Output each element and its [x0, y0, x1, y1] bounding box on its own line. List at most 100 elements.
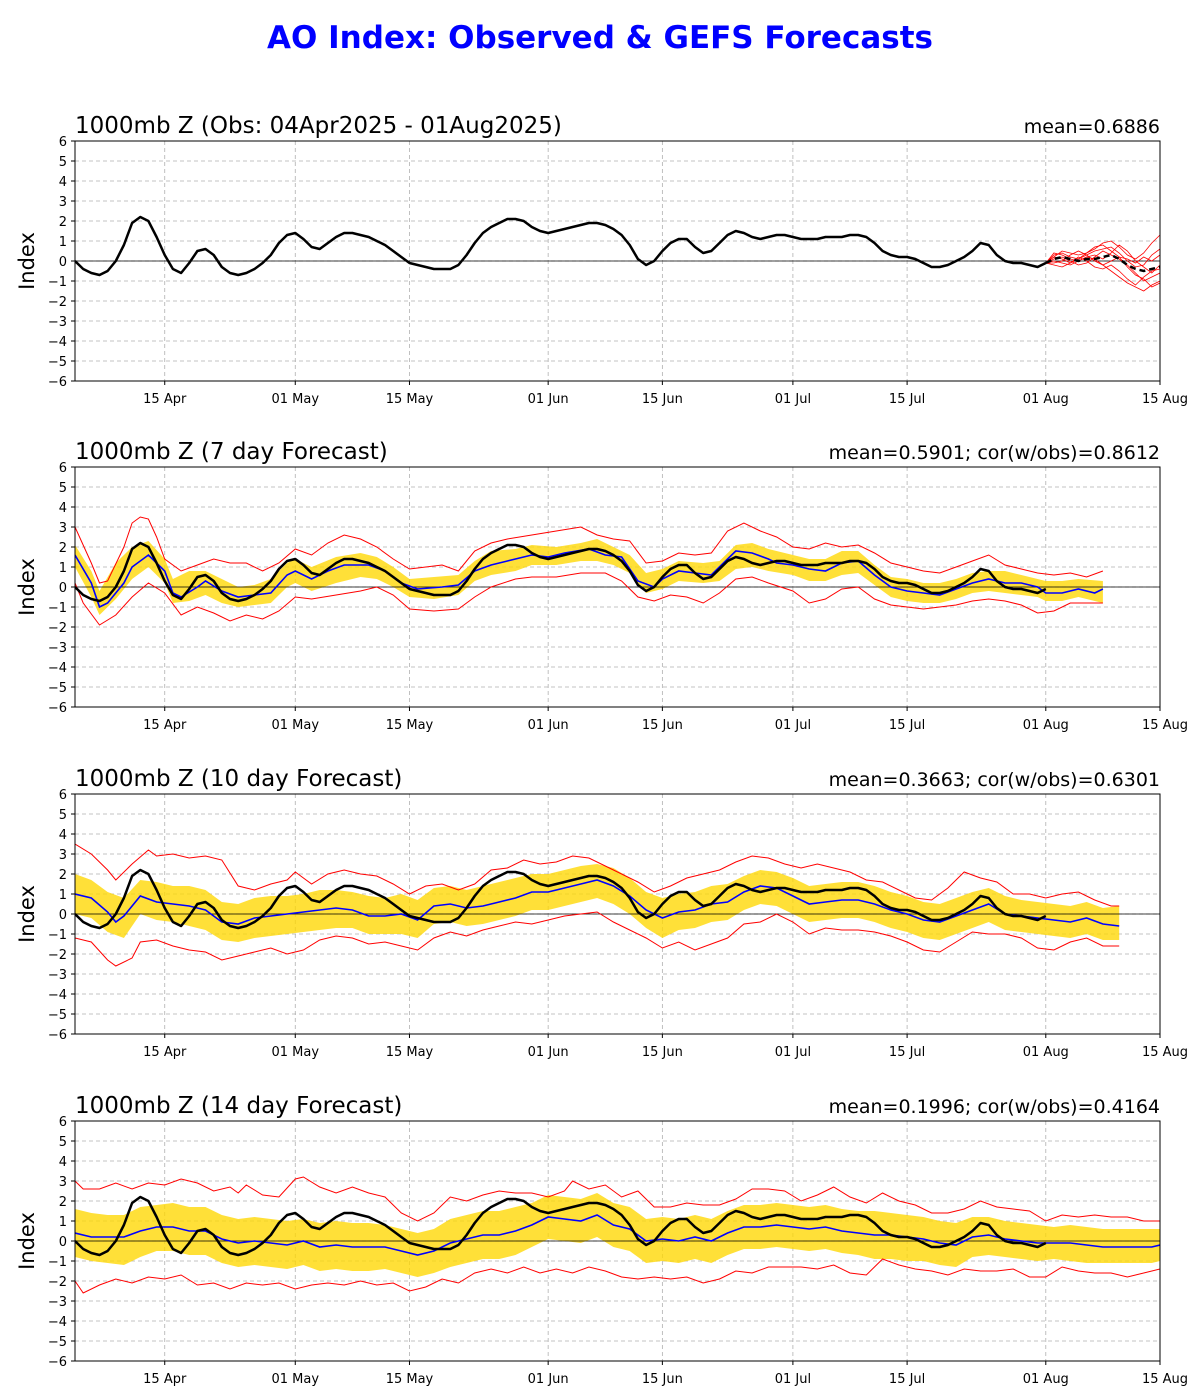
y-tick-label: 5 — [59, 155, 67, 170]
x-tick-label: 15 May — [386, 718, 434, 733]
x-tick-label: 01 Aug — [1023, 1045, 1069, 1060]
y-tick-label: −1 — [48, 928, 67, 943]
y-tick-label: 2 — [59, 541, 67, 556]
ensemble-member-line — [1045, 244, 1160, 274]
y-tick-label: 6 — [59, 788, 67, 803]
x-tick-label: 15 Jun — [642, 1372, 683, 1387]
y-tick-label: −2 — [48, 948, 67, 963]
y-tick-label: 5 — [59, 808, 67, 823]
y-tick-label: −1 — [48, 1255, 67, 1270]
plot-frame — [74, 1120, 1161, 1362]
y-tick-label: 5 — [59, 1135, 67, 1150]
min-line — [75, 911, 1120, 967]
page-title: AO Index: Observed & GEFS Forecasts — [267, 20, 933, 56]
panel-title: 1000mb Z (14 day Forecast) — [75, 1093, 402, 1119]
y-axis-label: Index — [15, 232, 39, 290]
y-axis-label: Index — [15, 885, 39, 943]
x-tick-label: 15 Jun — [642, 718, 683, 733]
y-tick-label: −1 — [48, 275, 67, 290]
observed-line — [75, 215, 1047, 277]
plot-area — [75, 1176, 1160, 1294]
y-tick-label: −5 — [48, 1008, 67, 1023]
x-tick-label: 01 Jun — [528, 1372, 569, 1387]
y-tick-label: 1 — [59, 1215, 67, 1230]
x-tick-label: 01 Jul — [775, 1045, 811, 1060]
y-tick-label: −3 — [48, 641, 67, 656]
x-tick-label: 01 May — [271, 1045, 319, 1060]
x-tick-label: 15 Jun — [642, 392, 683, 407]
y-tick-label: 0 — [59, 1235, 67, 1250]
ensemble-member-line — [1045, 250, 1160, 288]
min-line — [75, 572, 1103, 626]
x-tick-label: 15 Jun — [642, 1045, 683, 1060]
panel-fc7: 1000mb Z (7 day Forecast) mean=0.5901; co… — [15, 439, 1188, 733]
y-tick-label: 6 — [59, 135, 67, 150]
forecast-mean-line — [75, 548, 1104, 609]
ensemble-member-line — [1045, 244, 1160, 264]
x-tick-label: 15 May — [386, 1045, 434, 1060]
panel-stats: mean=0.5901; cor(w/obs)=0.8612 — [829, 442, 1160, 464]
y-tick-label: −6 — [48, 1355, 67, 1370]
ensemble-member-line — [1045, 256, 1160, 286]
x-tick-label: 01 Jun — [528, 1045, 569, 1060]
x-tick-label: 01 Aug — [1023, 1372, 1069, 1387]
panel-stats: mean=0.1996; cor(w/obs)=0.4164 — [829, 1096, 1160, 1118]
x-tick-label: 01 Jul — [775, 1372, 811, 1387]
x-tick-label: 15 May — [386, 392, 434, 407]
x-tick-label: 01 Jul — [775, 718, 811, 733]
x-tick-label: 15 Aug — [1142, 392, 1188, 407]
y-tick-label: 2 — [59, 1195, 67, 1210]
y-tick-label: −4 — [48, 335, 67, 350]
y-tick-label: 1 — [59, 235, 67, 250]
plot-area — [75, 516, 1160, 626]
x-tick-label: 01 Jun — [528, 392, 569, 407]
max-line — [75, 843, 1120, 907]
panel-fc14: 1000mb Z (14 day Forecast) mean=0.1996; c… — [15, 1093, 1188, 1387]
y-axis-label: Index — [15, 1212, 39, 1270]
ensemble-member-line — [1045, 246, 1160, 268]
plot-frame — [74, 466, 1161, 708]
y-tick-label: 4 — [59, 828, 67, 843]
y-tick-label: −6 — [48, 375, 67, 390]
x-tick-label: 15 Jul — [889, 718, 925, 733]
y-tick-label: −6 — [48, 701, 67, 716]
y-tick-label: 2 — [59, 868, 67, 883]
x-tick-label: 01 Jul — [775, 392, 811, 407]
y-tick-label: −2 — [48, 1275, 67, 1290]
y-tick-label: −4 — [48, 661, 67, 676]
x-tick-label: 15 May — [386, 1372, 434, 1387]
panel-fc10: 1000mb Z (10 day Forecast) mean=0.3663; c… — [15, 766, 1188, 1060]
spread-band — [75, 539, 1103, 615]
plot-area — [75, 843, 1160, 967]
observed-line — [75, 541, 1047, 603]
ensemble-member-line — [1045, 234, 1160, 264]
x-tick-label: 15 Apr — [143, 1045, 187, 1060]
panel-obs: 1000mb Z (Obs: 04Apr2025 - 01Aug2025) mea… — [15, 113, 1188, 407]
plot-frame — [74, 793, 1161, 1035]
y-tick-label: 3 — [59, 848, 67, 863]
x-tick-label: 15 Aug — [1142, 718, 1188, 733]
y-tick-label: −3 — [48, 968, 67, 983]
x-tick-label: 01 Aug — [1023, 718, 1069, 733]
ensemble-mean-line — [1045, 253, 1160, 273]
y-tick-label: 4 — [59, 175, 67, 190]
x-tick-label: 15 Apr — [143, 718, 187, 733]
x-tick-label: 01 May — [271, 392, 319, 407]
y-tick-label: 4 — [59, 501, 67, 516]
y-tick-label: 6 — [59, 461, 67, 476]
forecast-mean-line — [75, 1214, 1160, 1256]
x-tick-label: 15 Jul — [889, 1045, 925, 1060]
y-tick-label: 4 — [59, 1155, 67, 1170]
y-tick-label: 2 — [59, 215, 67, 230]
x-tick-label: 15 Aug — [1142, 1045, 1188, 1060]
panel-title: 1000mb Z (Obs: 04Apr2025 - 01Aug2025) — [75, 113, 562, 139]
x-tick-label: 01 May — [271, 1372, 319, 1387]
panel-title: 1000mb Z (7 day Forecast) — [75, 439, 388, 465]
y-axis-label: Index — [15, 558, 39, 616]
max-line — [75, 516, 1104, 584]
y-tick-label: −1 — [48, 601, 67, 616]
x-tick-label: 15 Jul — [889, 392, 925, 407]
y-tick-label: −5 — [48, 681, 67, 696]
y-tick-label: 0 — [59, 255, 67, 270]
x-tick-label: 01 Jun — [528, 718, 569, 733]
